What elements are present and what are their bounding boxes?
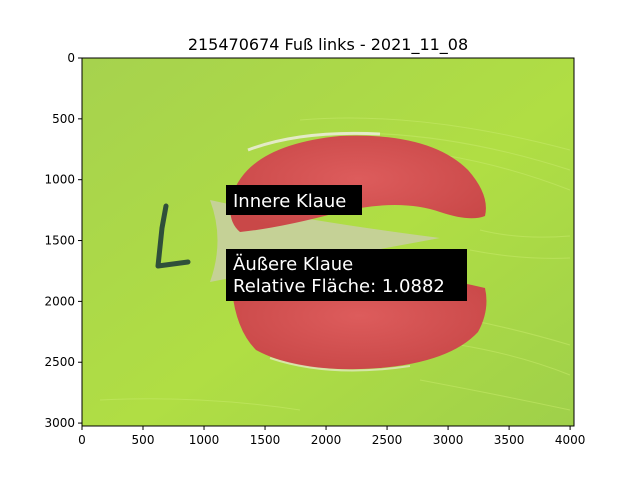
y-tick-label: 3000: [44, 416, 75, 430]
y-tick-label: 500: [52, 112, 75, 126]
x-axis: 0 500 1000 1500 2000 2500 3000 3500 4000: [78, 426, 585, 447]
x-tick-label: 4000: [555, 433, 586, 447]
y-tick-label: 2500: [44, 355, 75, 369]
y-tick-label: 0: [67, 51, 75, 65]
annotation-outer-box: [226, 249, 467, 301]
inner-claw-rim: [247, 131, 381, 152]
x-tick-label: 3000: [433, 433, 464, 447]
y-axis: 0 500 1000 1500 2000 2500 3000: [44, 51, 82, 430]
x-tick-label: 2000: [311, 433, 342, 447]
x-tick-label: 1000: [189, 433, 220, 447]
handwritten-letter-l: [155, 203, 191, 269]
annotation-inner-box: [226, 185, 362, 215]
annotation-inner-label: Innere Klaue: [233, 191, 346, 212]
annotation-outer-claw: Äußere Klaue Relative Fläche: 1.0882: [226, 249, 467, 301]
y-tick-label: 1500: [44, 234, 75, 248]
annotation-inner-claw: Innere Klaue: [226, 185, 362, 215]
y-tick-label: 1000: [44, 173, 75, 187]
photo-image: [82, 58, 574, 426]
axes-frame: [81, 57, 575, 427]
figure-title: 215470674 Fuß links - 2021_11_08: [188, 35, 468, 55]
x-tick-label: 500: [132, 433, 155, 447]
x-tick-label: 1500: [250, 433, 281, 447]
annotation-outer-title: Äußere Klaue: [233, 254, 353, 275]
annotation-outer-relative-area: Relative Fläche: 1.0882: [233, 276, 445, 297]
x-tick-label: 3500: [494, 433, 525, 447]
x-tick-label: 2500: [372, 433, 403, 447]
y-tick-label: 2000: [44, 294, 75, 308]
x-tick-label: 0: [78, 433, 86, 447]
outer-claw-rim: [269, 357, 411, 372]
